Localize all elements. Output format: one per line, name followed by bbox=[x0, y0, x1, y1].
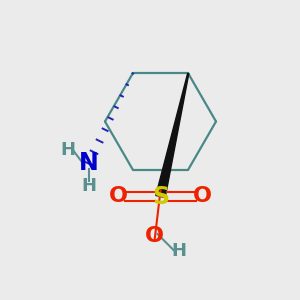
Text: O: O bbox=[145, 226, 164, 245]
Text: N: N bbox=[79, 152, 98, 176]
Text: O: O bbox=[109, 187, 128, 206]
Polygon shape bbox=[156, 73, 189, 198]
Text: O: O bbox=[193, 187, 212, 206]
Text: H: H bbox=[60, 141, 75, 159]
Text: H: H bbox=[171, 242, 186, 260]
Text: S: S bbox=[152, 184, 169, 208]
Text: H: H bbox=[81, 177, 96, 195]
